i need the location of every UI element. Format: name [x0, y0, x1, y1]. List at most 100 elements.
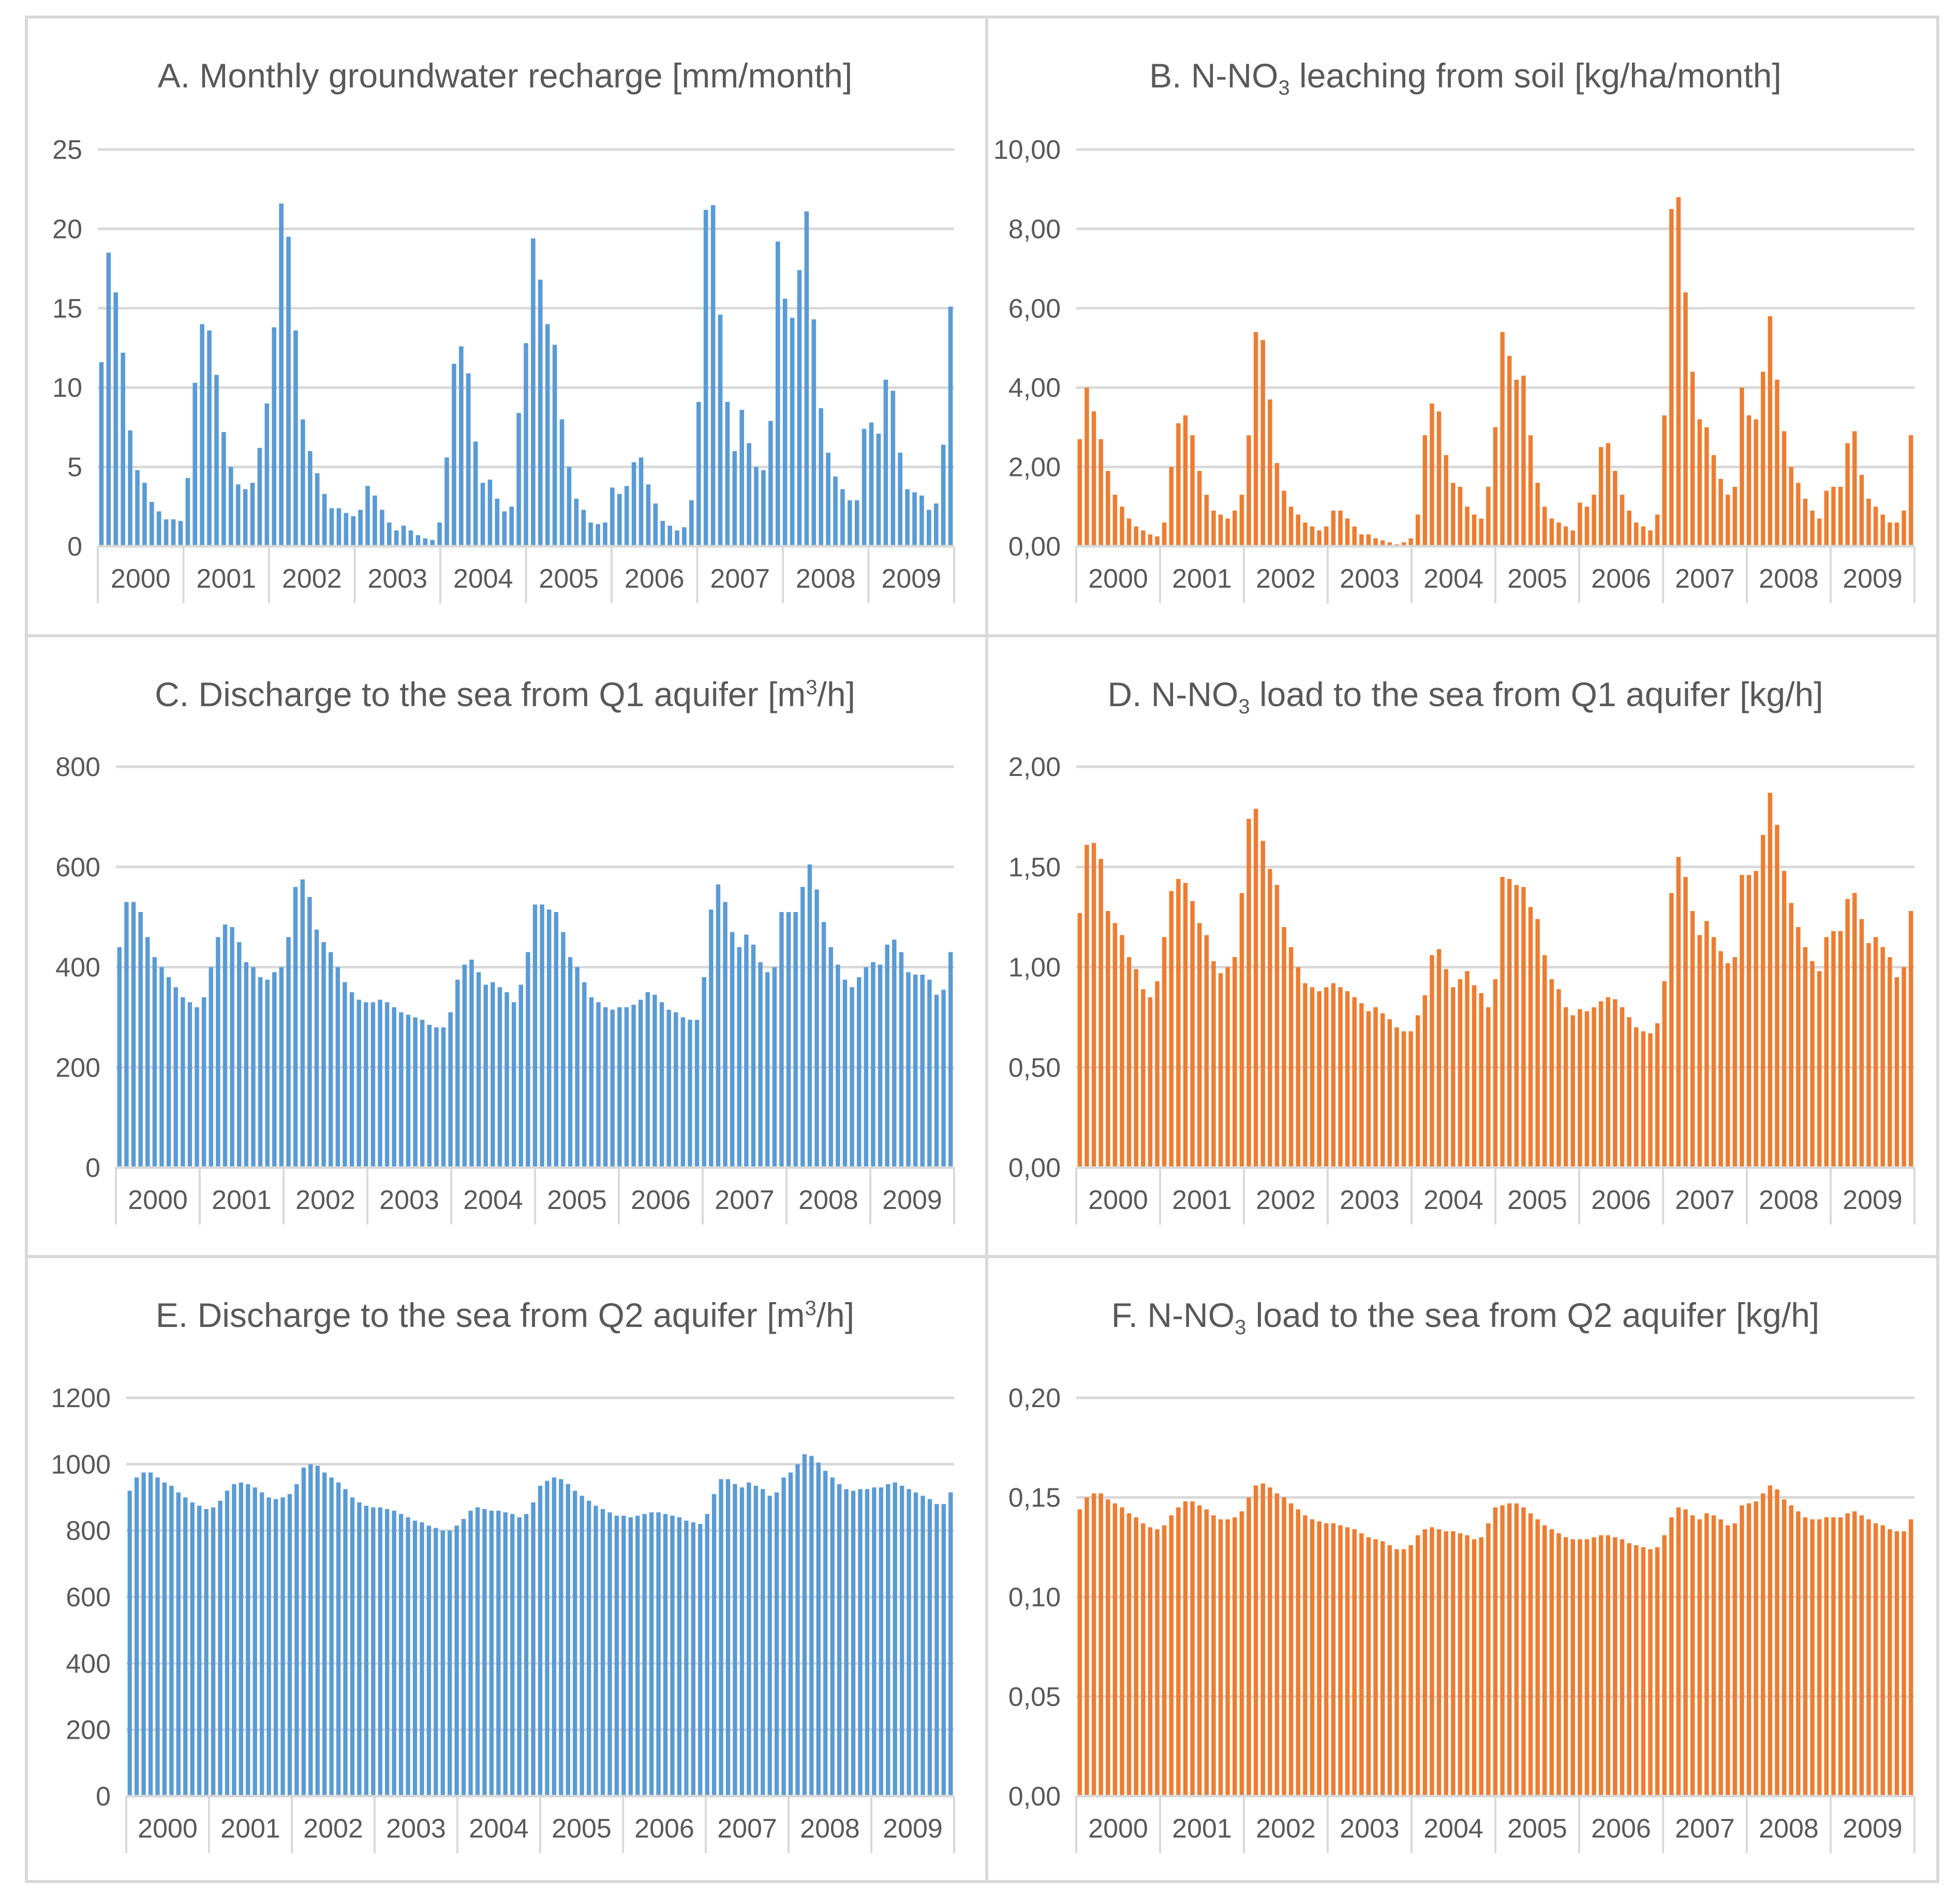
bar: [1106, 471, 1110, 546]
bar: [1091, 411, 1096, 546]
bar: [688, 1020, 692, 1168]
bar: [1120, 935, 1124, 1168]
bar: [1352, 997, 1357, 1168]
x-tick-label: 2007: [710, 564, 770, 594]
bar: [142, 483, 147, 546]
bar: [559, 419, 565, 546]
chart-title-f: F. N-NO3 load to the sea from Q2 aquifer…: [988, 1295, 1942, 1339]
bar: [694, 1020, 700, 1168]
bar: [487, 480, 493, 546]
bar: [279, 967, 284, 1168]
bar: [192, 382, 198, 546]
bar: [1880, 1525, 1885, 1796]
chart-panel-d: D. N-NO3 load to the sea from Q1 aquifer…: [988, 637, 1942, 1253]
bar: [772, 967, 777, 1168]
bar: [705, 1514, 709, 1796]
title-main: F. N-NO: [1111, 1296, 1235, 1334]
bar: [406, 1014, 411, 1168]
bar: [117, 947, 122, 1168]
bar: [207, 330, 212, 546]
bar: [858, 1489, 863, 1796]
bar: [121, 352, 125, 546]
bar: [1676, 197, 1681, 546]
bar: [1253, 1485, 1258, 1796]
bar: [1380, 1541, 1385, 1796]
bar: [423, 538, 428, 546]
bar: [639, 457, 644, 546]
bar: [1584, 1011, 1590, 1168]
bar: [1352, 526, 1357, 546]
bar: [1810, 1519, 1815, 1796]
x-tick-label: 2009: [881, 564, 941, 594]
bar: [1824, 1517, 1829, 1796]
bar: [1746, 1503, 1751, 1796]
bar: [786, 912, 791, 1168]
bar: [373, 495, 377, 546]
x-tick-label: 2004: [1423, 564, 1483, 594]
bar: [181, 997, 185, 1168]
bar: [1479, 993, 1483, 1168]
bar: [719, 1479, 723, 1796]
bar: [744, 934, 749, 1168]
bar: [459, 346, 464, 546]
bar: [1789, 1505, 1793, 1796]
bar: [315, 1466, 320, 1796]
bar: [1394, 1027, 1399, 1168]
bar: [545, 324, 550, 546]
bar: [851, 1490, 856, 1796]
y-tick-label: 0: [67, 532, 82, 562]
bar: [1627, 1543, 1631, 1796]
bar: [1542, 506, 1547, 546]
bar: [575, 967, 580, 1168]
x-tick-label: 2003: [386, 1814, 446, 1844]
bar: [702, 977, 706, 1168]
bar: [349, 992, 354, 1168]
bar: [878, 964, 883, 1168]
bar: [1268, 1487, 1272, 1796]
bar: [638, 999, 643, 1168]
bar: [1613, 471, 1617, 546]
bar: [1803, 947, 1808, 1168]
bar: [225, 1490, 230, 1796]
bar: [1740, 387, 1744, 546]
bar: [1528, 435, 1533, 546]
bar: [754, 467, 759, 546]
x-tick-label: 2007: [717, 1814, 777, 1844]
bar: [1317, 1521, 1321, 1796]
bar: [1535, 1519, 1540, 1796]
bar: [1859, 919, 1864, 1168]
x-tick-label: 2006: [1591, 1185, 1651, 1215]
bar: [480, 483, 485, 546]
bar: [152, 957, 157, 1168]
x-tick-label: 2009: [1843, 564, 1903, 594]
x-tick-label: 2006: [1591, 564, 1651, 594]
bar: [1556, 989, 1561, 1168]
bar: [1676, 1507, 1681, 1796]
bar: [927, 1499, 932, 1796]
bar: [1486, 1523, 1491, 1796]
bar: [384, 1002, 390, 1168]
bar: [230, 927, 234, 1168]
bar: [828, 947, 833, 1168]
y-tick-label: 5: [67, 453, 82, 483]
bar: [1690, 371, 1695, 546]
bar: [919, 495, 924, 546]
bar: [1126, 518, 1132, 546]
x-tick-label: 2008: [796, 564, 856, 594]
bar: [1690, 1515, 1695, 1796]
bar: [833, 476, 838, 546]
chart-c: 0 200 400 600 800 2000 2001 2002 2003 2004 2005 200…: [55, 752, 955, 1225]
bar: [350, 1497, 355, 1796]
bar: [301, 1467, 306, 1796]
bar: [300, 879, 305, 1168]
bar: [1754, 871, 1758, 1168]
bar: [1106, 911, 1110, 1168]
bar: [408, 530, 413, 546]
bar: [1810, 510, 1815, 546]
bar: [1162, 1525, 1167, 1796]
bar: [1578, 1539, 1582, 1796]
bar: [1465, 1535, 1469, 1796]
bar: [1634, 1545, 1639, 1796]
x-tick-label: 2003: [1340, 1185, 1400, 1215]
bar: [596, 524, 600, 546]
